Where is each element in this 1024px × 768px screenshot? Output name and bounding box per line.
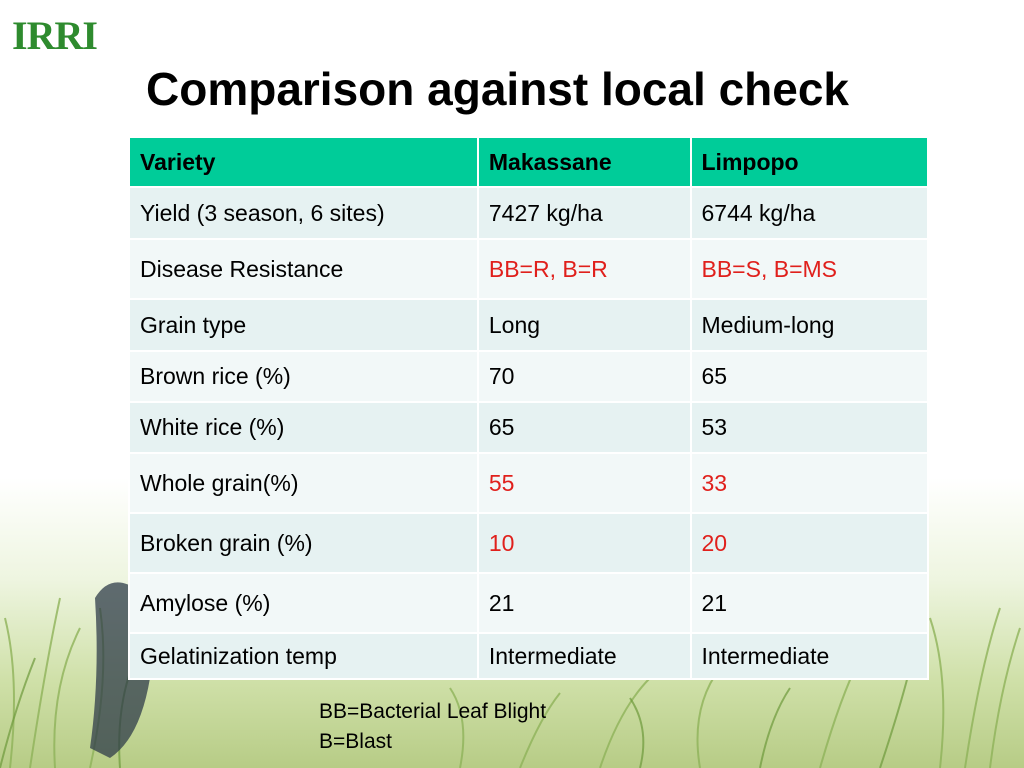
table-row-broken-grain: Broken grain (%) 10 20 [128,512,929,574]
limpopo-value: 6744 kg/ha [689,186,929,240]
limpopo-value: 33 [689,452,929,514]
table-row-white-rice: White rice (%) 65 53 [128,401,929,454]
table-row-gelatinization-temp: Gelatinization temp Intermediate Interme… [128,632,929,680]
table-row-amylose: Amylose (%) 21 21 [128,572,929,634]
table-row-whole-grain: Whole grain(%) 55 33 [128,452,929,514]
row-label: Yield (3 season, 6 sites) [128,186,479,240]
makassane-value: 65 [476,401,692,454]
header-variety: Variety [128,136,479,188]
table-row-brown-rice: Brown rice (%) 70 65 [128,350,929,403]
makassane-value: 70 [476,350,692,403]
rice-plants-illustration [0,582,1021,768]
makassane-value: Long [476,298,692,352]
row-label: Brown rice (%) [128,350,479,403]
abbreviation-footnote: BB=Bacterial Leaf Blight B=Blast [319,697,546,757]
limpopo-value: Intermediate [689,632,929,680]
table-row-grain-type: Grain type Long Medium-long [128,298,929,352]
makassane-value: 7427 kg/ha [476,186,692,240]
header-limpopo: Limpopo [689,136,929,188]
limpopo-value: Medium-long [689,298,929,352]
makassane-value: 10 [476,512,692,574]
limpopo-value: 21 [689,572,929,634]
footnote-bb: BB=Bacterial Leaf Blight [319,700,547,723]
limpopo-value: 65 [689,350,929,403]
irri-logo: IRRI [12,13,98,58]
table-row-yield: Yield (3 season, 6 sites) 7427 kg/ha 674… [128,186,929,240]
header-makassane: Makassane [476,136,692,188]
row-label: Grain type [128,298,479,352]
comparison-table: Variety Makassane Limpopo Yield (3 seaso… [128,136,929,680]
makassane-value: 55 [476,452,692,514]
row-label: White rice (%) [128,401,479,454]
row-label: Whole grain(%) [128,452,479,514]
table-header-row: Variety Makassane Limpopo [128,136,929,188]
row-label: Broken grain (%) [128,512,479,574]
row-label: Gelatinization temp [128,632,479,680]
row-label: Amylose (%) [128,572,479,634]
limpopo-value: BB=S, B=MS [689,238,929,300]
makassane-value: 21 [476,572,692,634]
limpopo-value: 53 [689,401,929,454]
slide-title: Comparison against local check [146,63,850,115]
row-label: Disease Resistance [128,238,479,300]
makassane-value: Intermediate [476,632,692,680]
table-row-disease-resistance: Disease Resistance BB=R, B=R BB=S, B=MS [128,238,929,300]
limpopo-value: 20 [689,512,929,574]
makassane-value: BB=R, B=R [476,238,692,300]
footnote-b: B=Blast [319,730,392,753]
